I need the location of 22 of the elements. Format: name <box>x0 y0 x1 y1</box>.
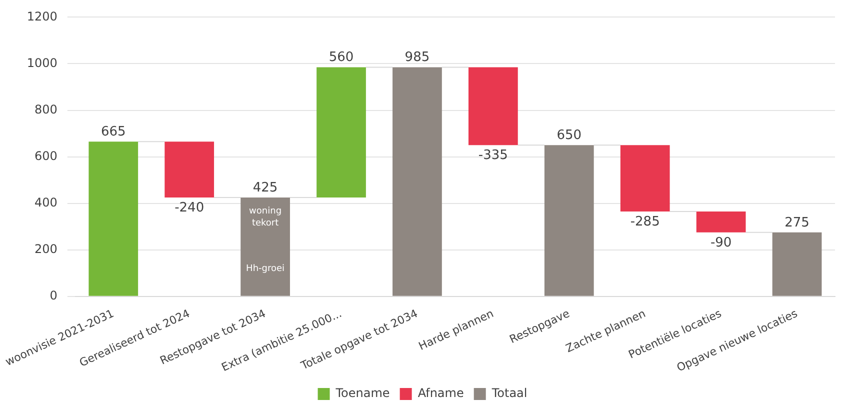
y-tick-label: 1000 <box>26 56 58 70</box>
data-label: 650 <box>556 128 582 144</box>
data-label: 560 <box>328 50 354 66</box>
data-label: -90 <box>710 235 732 250</box>
annotation: woning tekort <box>249 206 282 229</box>
y-tick-label: 800 <box>34 102 58 116</box>
legend-label: Toename <box>334 386 390 400</box>
y-tick-label: 1200 <box>26 9 58 24</box>
annotation: Hh-groei <box>246 264 285 274</box>
legend-label: Afname <box>418 386 464 400</box>
data-label: 985 <box>404 50 430 66</box>
data-label: 665 <box>100 124 126 140</box>
y-tick-label: 400 <box>34 195 58 210</box>
data-label: -285 <box>630 214 660 230</box>
y-tick-label: 600 <box>34 148 58 163</box>
data-label: 275 <box>784 215 810 230</box>
data-label: -335 <box>478 148 508 164</box>
data-label: 425 <box>252 180 278 196</box>
y-tick-label: 200 <box>34 242 58 256</box>
legend-label: Totaal <box>490 386 528 400</box>
data-label: -240 <box>174 200 204 216</box>
y-tick-label: 0 <box>50 288 58 303</box>
